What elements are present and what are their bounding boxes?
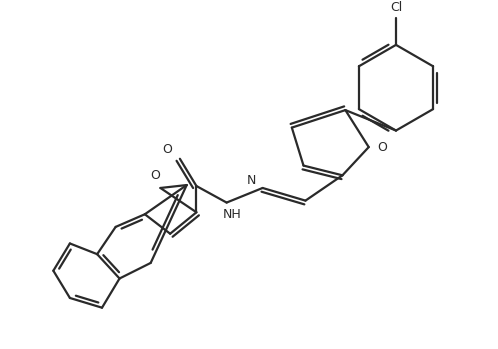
Text: N: N <box>246 174 255 187</box>
Text: O: O <box>377 141 387 154</box>
Text: O: O <box>150 169 160 182</box>
Text: O: O <box>162 142 172 156</box>
Text: NH: NH <box>223 208 242 221</box>
Text: Cl: Cl <box>390 1 402 14</box>
